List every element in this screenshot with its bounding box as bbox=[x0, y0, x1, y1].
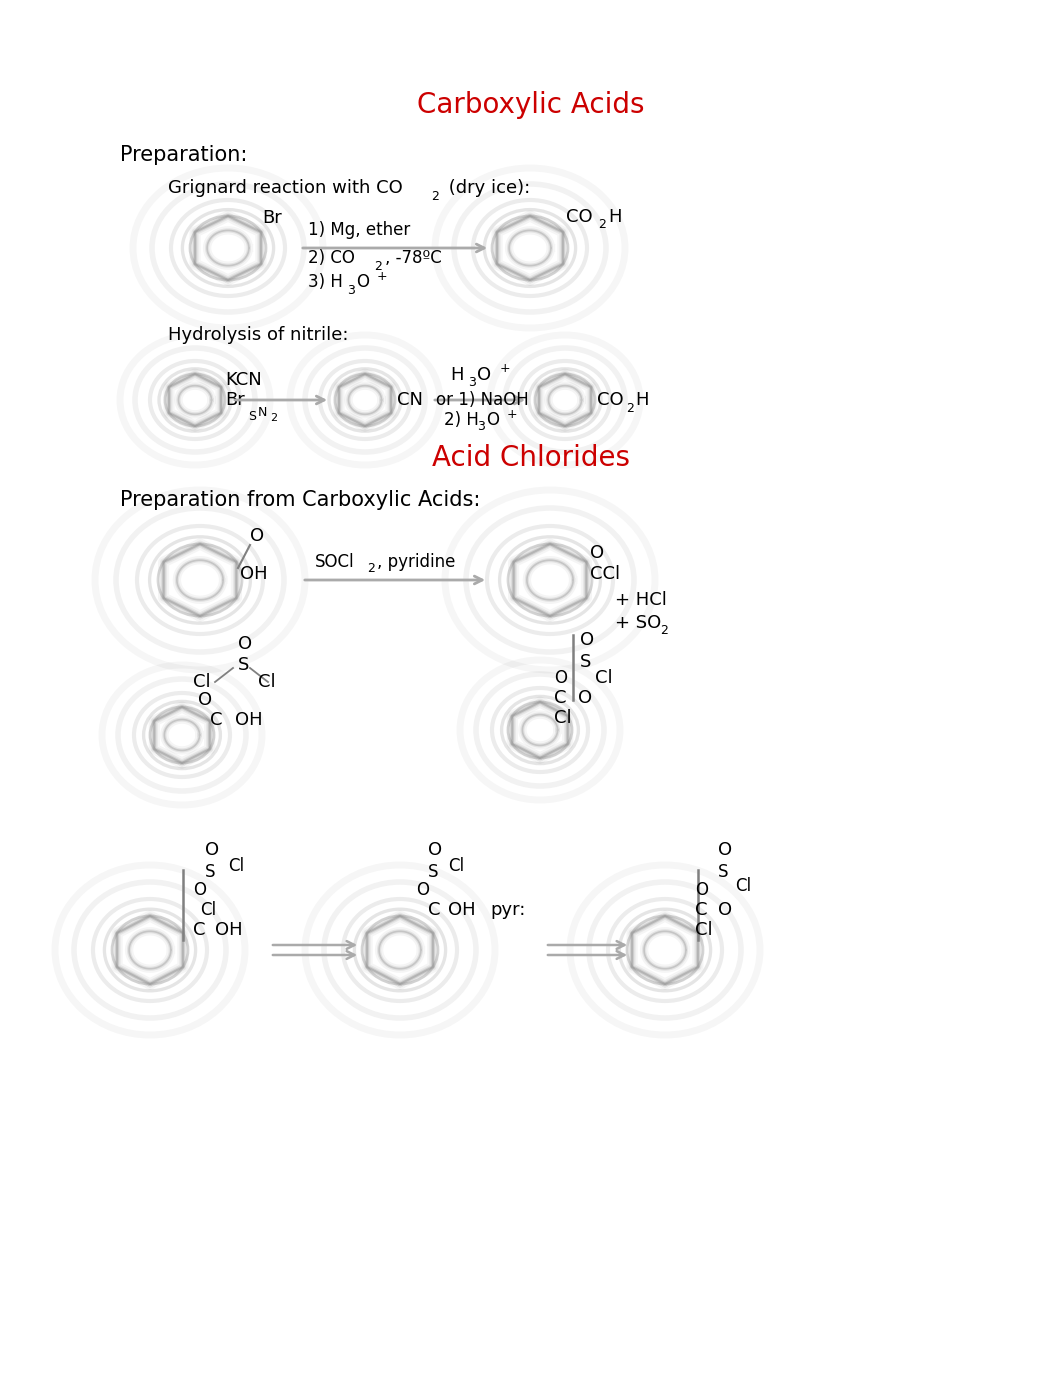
Text: 3: 3 bbox=[477, 420, 485, 434]
Text: 2) H: 2) H bbox=[444, 410, 479, 430]
Text: H: H bbox=[609, 208, 621, 226]
Text: pyr:: pyr: bbox=[490, 901, 526, 918]
Text: +: + bbox=[507, 408, 517, 420]
Text: OH: OH bbox=[235, 711, 262, 728]
Text: S: S bbox=[238, 655, 250, 673]
Text: 3: 3 bbox=[347, 284, 355, 296]
Text: CO: CO bbox=[597, 391, 623, 409]
Text: C: C bbox=[554, 688, 566, 706]
Text: S: S bbox=[249, 409, 256, 423]
Text: O: O bbox=[695, 881, 708, 899]
Text: O: O bbox=[428, 841, 442, 859]
Text: or 1) NaOH: or 1) NaOH bbox=[436, 391, 529, 409]
Text: Cl: Cl bbox=[448, 856, 464, 874]
Text: CO: CO bbox=[566, 208, 593, 226]
Text: O: O bbox=[590, 544, 604, 562]
Text: O: O bbox=[193, 881, 206, 899]
Text: Acid Chlorides: Acid Chlorides bbox=[432, 443, 630, 472]
Text: O: O bbox=[477, 366, 491, 384]
Text: 1) Mg, ether: 1) Mg, ether bbox=[308, 220, 410, 240]
Text: Cl: Cl bbox=[200, 901, 217, 918]
Text: , pyridine: , pyridine bbox=[377, 554, 456, 571]
Text: OH: OH bbox=[448, 901, 476, 918]
Text: Cl: Cl bbox=[735, 877, 751, 895]
Text: 2: 2 bbox=[367, 562, 375, 576]
Text: + HCl: + HCl bbox=[615, 591, 667, 609]
Text: 2: 2 bbox=[660, 625, 668, 638]
Text: O: O bbox=[578, 688, 593, 706]
Text: 3: 3 bbox=[468, 376, 476, 388]
Text: 2: 2 bbox=[431, 190, 439, 202]
Text: 2: 2 bbox=[270, 413, 277, 423]
Text: S: S bbox=[580, 653, 592, 671]
Text: +: + bbox=[500, 362, 511, 375]
Text: O: O bbox=[238, 635, 252, 653]
Text: O: O bbox=[718, 901, 732, 918]
Text: 2: 2 bbox=[374, 259, 382, 273]
Text: O: O bbox=[580, 631, 594, 649]
Text: OH: OH bbox=[215, 921, 242, 939]
Text: Carboxylic Acids: Carboxylic Acids bbox=[417, 91, 645, 118]
Text: Hydrolysis of nitrile:: Hydrolysis of nitrile: bbox=[168, 326, 348, 344]
Text: Cl: Cl bbox=[193, 673, 210, 691]
Text: + SO: + SO bbox=[615, 614, 662, 632]
Text: Preparation from Carboxylic Acids:: Preparation from Carboxylic Acids: bbox=[120, 490, 480, 509]
Text: Cl: Cl bbox=[554, 709, 571, 727]
Text: Cl: Cl bbox=[258, 673, 276, 691]
Text: SOCl: SOCl bbox=[315, 554, 355, 571]
Text: 3) H: 3) H bbox=[308, 273, 343, 291]
Text: O: O bbox=[486, 410, 499, 430]
Text: H: H bbox=[635, 391, 649, 409]
Text: C: C bbox=[210, 711, 223, 728]
Text: S: S bbox=[428, 863, 439, 881]
Text: 2: 2 bbox=[626, 402, 634, 414]
Text: H: H bbox=[450, 366, 463, 384]
Text: , -78ºC: , -78ºC bbox=[386, 249, 442, 267]
Text: +: + bbox=[377, 270, 388, 282]
Text: (dry ice):: (dry ice): bbox=[443, 179, 530, 197]
Text: 2) CO: 2) CO bbox=[308, 249, 355, 267]
Text: O: O bbox=[250, 527, 264, 545]
Text: S: S bbox=[205, 863, 216, 881]
Text: Cl: Cl bbox=[595, 669, 613, 687]
Text: Cl: Cl bbox=[695, 921, 713, 939]
Text: CCl: CCl bbox=[590, 565, 620, 582]
Text: Cl: Cl bbox=[228, 856, 244, 874]
Text: Br: Br bbox=[262, 209, 281, 227]
Text: N: N bbox=[258, 405, 268, 419]
Text: O: O bbox=[356, 273, 369, 291]
Text: C: C bbox=[193, 921, 206, 939]
Text: 2: 2 bbox=[598, 219, 606, 231]
Text: Br: Br bbox=[225, 391, 244, 409]
Text: C: C bbox=[428, 901, 441, 918]
Text: O: O bbox=[198, 691, 212, 709]
Text: O: O bbox=[416, 881, 429, 899]
Text: O: O bbox=[554, 669, 567, 687]
Text: Grignard reaction with CO: Grignard reaction with CO bbox=[168, 179, 402, 197]
Text: Preparation:: Preparation: bbox=[120, 145, 247, 165]
Text: CN: CN bbox=[397, 391, 423, 409]
Text: KCN: KCN bbox=[225, 370, 261, 388]
Text: OH: OH bbox=[240, 565, 268, 582]
Text: C: C bbox=[695, 901, 707, 918]
Text: O: O bbox=[205, 841, 219, 859]
Text: O: O bbox=[718, 841, 732, 859]
Text: S: S bbox=[718, 863, 729, 881]
